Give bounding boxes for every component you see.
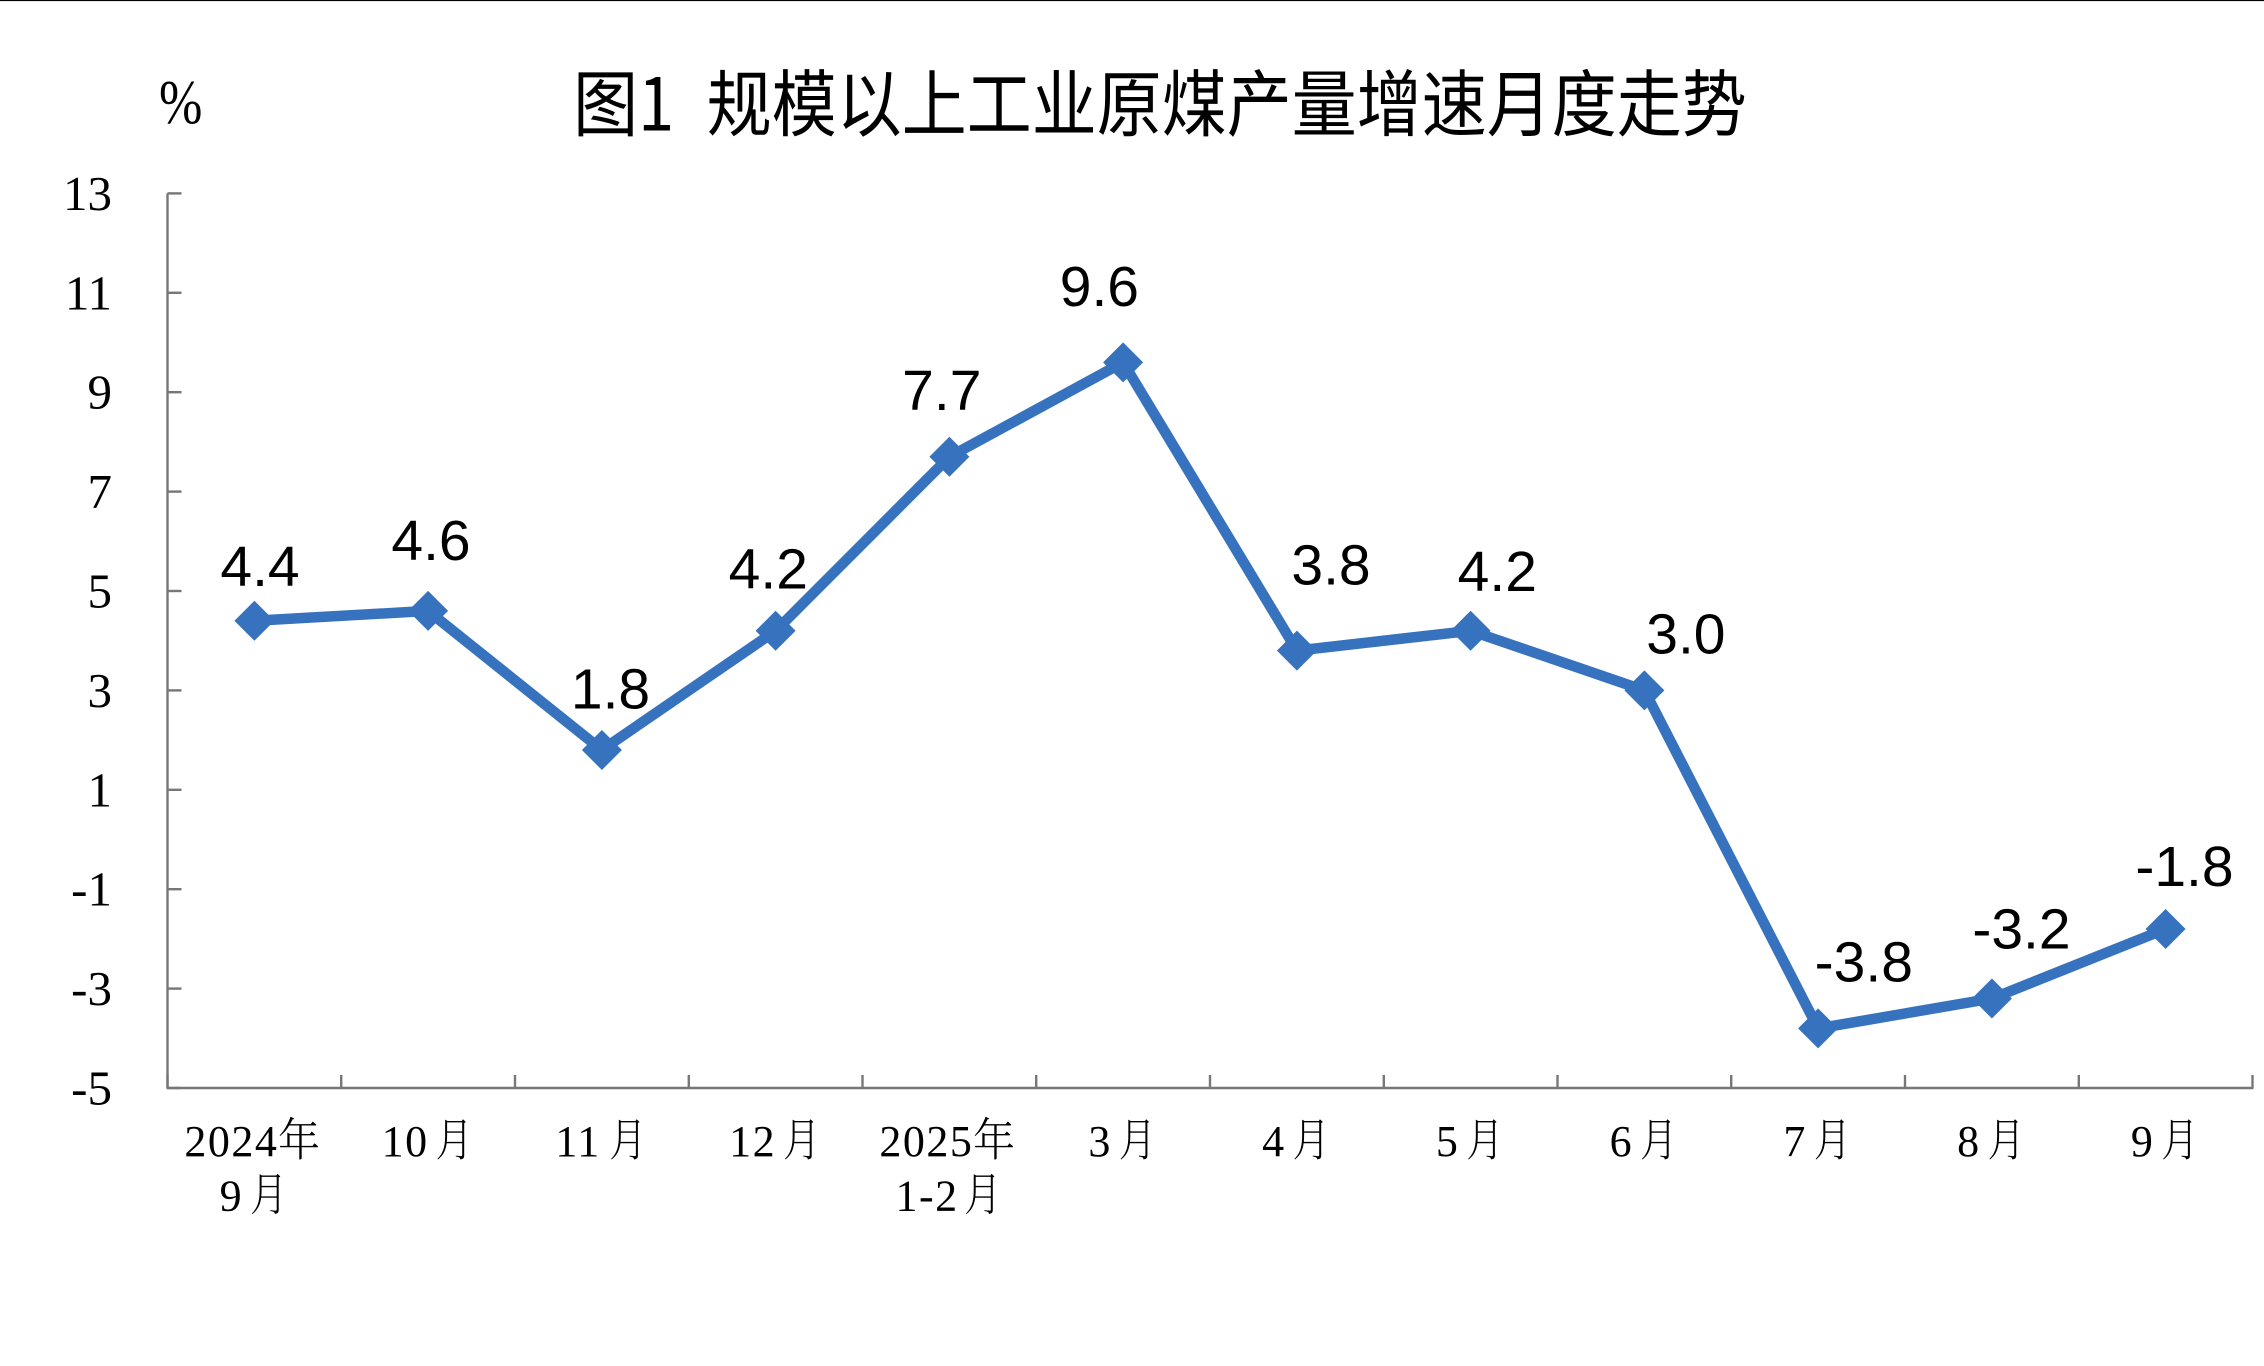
svg-text:5: 5 [1436,1117,1460,1166]
svg-text:13: 13 [63,166,112,221]
svg-text:4.2: 4.2 [1458,540,1537,604]
svg-text:1-2: 1-2 [896,1172,959,1221]
svg-text:5: 5 [88,564,113,619]
svg-text:12: 12 [729,1117,776,1166]
svg-text:11: 11 [65,265,112,320]
svg-text:4.2: 4.2 [729,537,808,601]
svg-text:-3.8: -3.8 [1815,931,1913,995]
svg-text:9.6: 9.6 [1060,255,1139,319]
svg-text:-5: -5 [71,1061,112,1116]
svg-text:9: 9 [2131,1117,2155,1166]
svg-text:4.4: 4.4 [220,535,299,599]
svg-text:1.8: 1.8 [571,657,650,721]
svg-text:4.6: 4.6 [391,509,470,573]
svg-text:7.7: 7.7 [902,359,981,423]
svg-text:6: 6 [1610,1117,1634,1166]
svg-text:3: 3 [88,663,113,718]
svg-text:1: 1 [88,762,113,817]
svg-text:-1: -1 [71,862,112,917]
svg-text:8: 8 [1957,1117,1981,1166]
svg-text:7: 7 [88,464,113,519]
svg-text:-3: -3 [71,961,112,1016]
svg-text:4: 4 [1262,1117,1286,1166]
svg-text:9: 9 [88,365,113,420]
svg-text:-1.8: -1.8 [2135,835,2233,899]
svg-text:2025: 2025 [879,1117,973,1166]
svg-text:3.8: 3.8 [1291,534,1370,598]
svg-text:10: 10 [382,1117,429,1166]
svg-text:-3.2: -3.2 [1972,897,2070,961]
svg-text:%: % [159,69,202,137]
svg-text:3.0: 3.0 [1646,603,1725,667]
svg-text:3: 3 [1088,1117,1112,1166]
svg-text:7: 7 [1783,1117,1807,1166]
svg-text:11: 11 [555,1117,600,1166]
svg-text:2024: 2024 [184,1117,278,1166]
svg-text:9: 9 [220,1172,244,1221]
